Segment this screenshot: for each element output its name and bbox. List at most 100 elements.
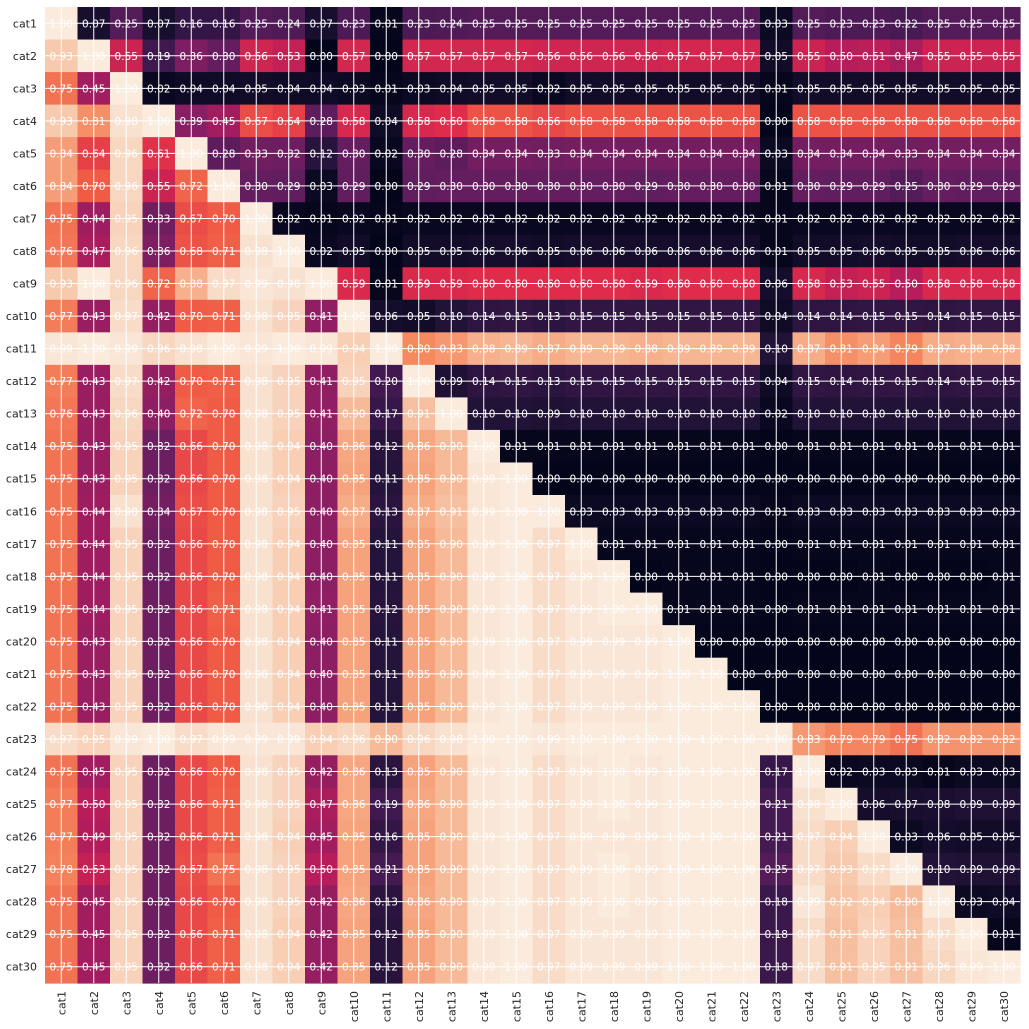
heatmap-cell-label: 0.10	[667, 409, 690, 421]
heatmap-cell-label: 0.97	[212, 279, 235, 291]
heatmap-cell-label: 0.75	[50, 962, 73, 974]
heatmap-cell-label: 0.01	[927, 767, 950, 779]
heatmap-cell-label: 0.14	[472, 376, 496, 388]
heatmap-cell-label: 0.95	[115, 799, 138, 811]
heatmap-cell-label: 0.99	[602, 962, 625, 974]
heatmap-cell-label: 0.95	[82, 734, 105, 746]
heatmap-cell-label: 0.76	[50, 409, 74, 421]
heatmap-cell-label: 0.87	[797, 344, 820, 356]
heatmap-cell-label: 0.05	[797, 246, 820, 258]
heatmap-cell-label: 0.06	[862, 246, 886, 258]
heatmap-cell-label: 0.32	[147, 864, 170, 876]
heatmap-cell-label: 1.00	[700, 669, 723, 681]
heatmap-cell-label: 1.00	[602, 864, 625, 876]
heatmap-cell-label: 0.00	[960, 636, 983, 648]
heatmap-cell-label: 0.98	[245, 409, 268, 421]
heatmap-cell-label: 0.29	[342, 181, 365, 193]
heatmap-cell-label: 1.00	[667, 832, 690, 844]
heatmap-cell-label: 0.79	[830, 734, 853, 746]
heatmap-cell-label: 0.55	[797, 51, 820, 63]
heatmap-cell-label: 0.60	[732, 279, 755, 291]
heatmap-cell-label: 1.00	[732, 897, 755, 909]
heatmap-cell-label: 0.42	[310, 767, 333, 779]
heatmap-cell-label: 1.00	[440, 409, 463, 421]
heatmap-cell-label: 0.10	[700, 409, 723, 421]
heatmap-cell-label: 0.71	[212, 799, 235, 811]
heatmap-cell-label: 0.90	[440, 864, 463, 876]
heatmap-cell-label: 0.33	[895, 148, 918, 160]
heatmap-cell-label: 0.01	[765, 506, 788, 518]
heatmap-cell-label: 0.11	[375, 539, 398, 551]
heatmap-cell-label: 0.05	[570, 83, 593, 95]
heatmap-cell-label: 0.00	[765, 604, 788, 616]
heatmap-cell-label: 0.90	[440, 604, 463, 616]
heatmap-cell-label: 0.95	[115, 213, 138, 225]
heatmap-cell-label: 0.01	[537, 441, 560, 453]
heatmap-cell-label: 0.29	[277, 181, 300, 193]
heatmap-cell-label: 0.00	[960, 474, 983, 486]
heatmap-cell-label: 0.78	[50, 864, 73, 876]
heatmap-cell-label: 0.30	[570, 181, 593, 193]
heatmap-cell-label: 0.06	[602, 246, 626, 258]
heatmap-cell-label: 0.10	[765, 344, 788, 356]
heatmap-cell-label: 0.70	[180, 376, 203, 388]
heatmap-cell-label: 0.14	[472, 311, 496, 323]
heatmap-cell-label: 0.68	[472, 116, 495, 128]
heatmap-cell-label: 0.06	[960, 246, 984, 258]
heatmap-cell-label: 0.00	[830, 571, 853, 583]
heatmap-cell-label: 0.03	[895, 767, 918, 779]
heatmap-cell-label: 0.87	[342, 506, 365, 518]
heatmap-cell-label: 0.01	[700, 571, 723, 583]
heatmap-cell-label: 0.99	[570, 571, 593, 583]
heatmap-cell-label: 1.00	[570, 734, 593, 746]
heatmap-cell-label: 0.10	[927, 864, 950, 876]
heatmap-cell-label: 0.97	[537, 701, 560, 713]
heatmap-cell-label: 1.00	[342, 311, 365, 323]
heatmap-cell-label: 0.55	[927, 51, 950, 63]
heatmap-cell-label: 0.85	[407, 474, 430, 486]
heatmap-cell-label: 0.60	[602, 279, 625, 291]
heatmap-cell-label: 0.85	[407, 929, 430, 941]
heatmap-cell-label: 0.01	[700, 604, 723, 616]
heatmap-cell-label: 0.95	[277, 767, 300, 779]
heatmap-cell-label: 0.56	[570, 51, 594, 63]
heatmap-cell-label: 0.01	[927, 441, 950, 453]
heatmap-cell-label: 0.32	[147, 539, 170, 551]
heatmap-cell-label: 0.89	[667, 344, 690, 356]
heatmap-cell-label: 0.58	[342, 116, 365, 128]
heatmap-cell-label: 0.15	[570, 376, 593, 388]
heatmap-cell-label: 0.06	[635, 246, 659, 258]
heatmap-cell-label: 0.10	[635, 409, 658, 421]
heatmap-cell-label: 0.01	[992, 539, 1015, 551]
heatmap-cell-label: 0.00	[960, 701, 983, 713]
heatmap-cell-label: 0.01	[635, 441, 658, 453]
heatmap-cell-label: 0.15	[505, 376, 528, 388]
x-tick-label: cat16	[543, 991, 556, 1022]
heatmap-cell-label: 0.05	[895, 246, 918, 258]
heatmap-cell-label: 0.96	[115, 409, 139, 421]
heatmap-cell-label: 0.01	[830, 604, 853, 616]
heatmap-cell-label: 0.06	[667, 246, 691, 258]
heatmap-cell-label: 0.95	[115, 864, 138, 876]
heatmap-cell-label: 0.32	[147, 799, 170, 811]
heatmap-cell-label: 0.66	[180, 441, 204, 453]
heatmap-cell-label: 0.72	[180, 409, 203, 421]
heatmap-cell-label: 0.32	[147, 897, 170, 909]
heatmap-cell-label: 0.30	[472, 181, 495, 193]
heatmap-cell-label: 0.01	[505, 441, 528, 453]
heatmap-cell-label: 0.25	[700, 18, 723, 30]
heatmap-cell-label: 1.00	[602, 799, 625, 811]
heatmap-cell-label: 0.88	[635, 344, 658, 356]
heatmap-cell-label: 1.00	[310, 279, 333, 291]
heatmap-cell-label: 0.85	[342, 571, 365, 583]
heatmap-cell-label: 0.05	[960, 83, 983, 95]
y-tick-label: cat1	[13, 17, 37, 30]
heatmap-cell-label: 0.25	[245, 18, 268, 30]
heatmap-cell-label: 0.90	[440, 962, 463, 974]
heatmap-cell-label: 0.06	[732, 246, 756, 258]
heatmap-cell-label: 0.02	[440, 213, 463, 225]
heatmap-cell-label: 1.00	[667, 864, 690, 876]
y-tick-label: cat14	[6, 440, 37, 453]
heatmap-cell-label: 0.34	[732, 148, 756, 160]
heatmap-cell-label: 0.15	[635, 376, 658, 388]
